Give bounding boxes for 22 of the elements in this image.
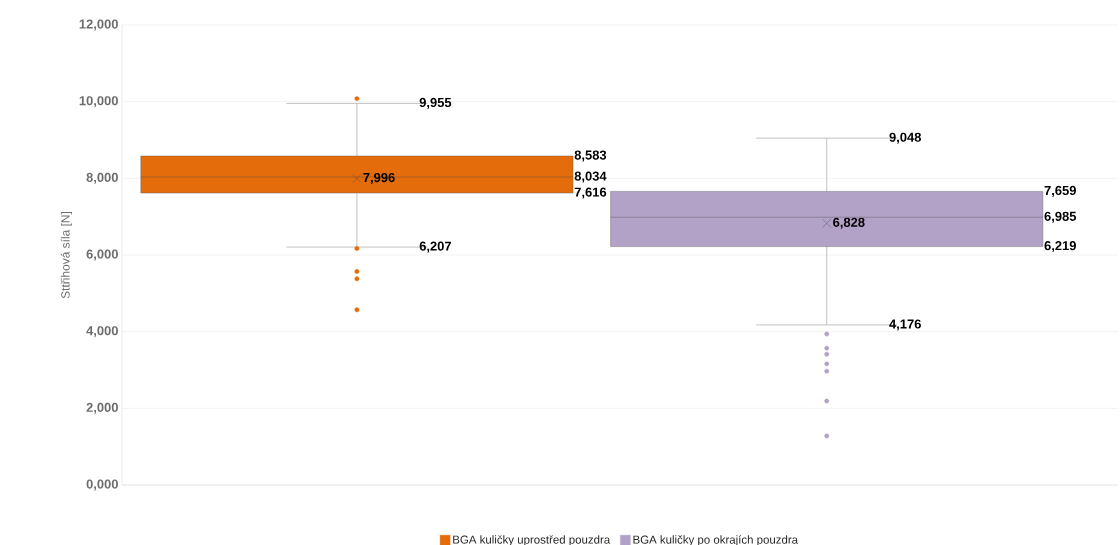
y-tick-label: 12,000 (79, 19, 118, 31)
annotation: 4,176 (889, 319, 921, 331)
annotation: 6,985 (1044, 211, 1077, 223)
y-tick-label: 8,000 (86, 172, 118, 184)
y-tick-label: 4,000 (86, 326, 118, 338)
annotation: 7,659 (1044, 185, 1076, 197)
annotation: 8,583 (574, 150, 607, 162)
annotation: 8,034 (574, 171, 607, 183)
y-tick-label: 2,000 (86, 402, 118, 414)
annotation: 9,955 (419, 97, 452, 109)
annotation: 6,828 (833, 217, 865, 229)
y-tick-label: 6,000 (86, 249, 118, 261)
y-tick-label: 0,000 (86, 479, 118, 491)
annotation: 6,207 (419, 241, 452, 253)
legend-label: BGA kuličky po okrajích pouzdra (633, 535, 799, 545)
y-axis-title: Sttřihová síla [N] (60, 212, 73, 299)
annotation: 9,048 (889, 132, 922, 144)
annotation: 7,996 (363, 172, 395, 184)
legend-label: BGA kuličky uprostřed pouzdra (453, 535, 611, 545)
annotation: 6,219 (1044, 241, 1076, 253)
y-tick-label: 10,000 (79, 96, 118, 108)
annotation: 7,616 (574, 187, 607, 199)
